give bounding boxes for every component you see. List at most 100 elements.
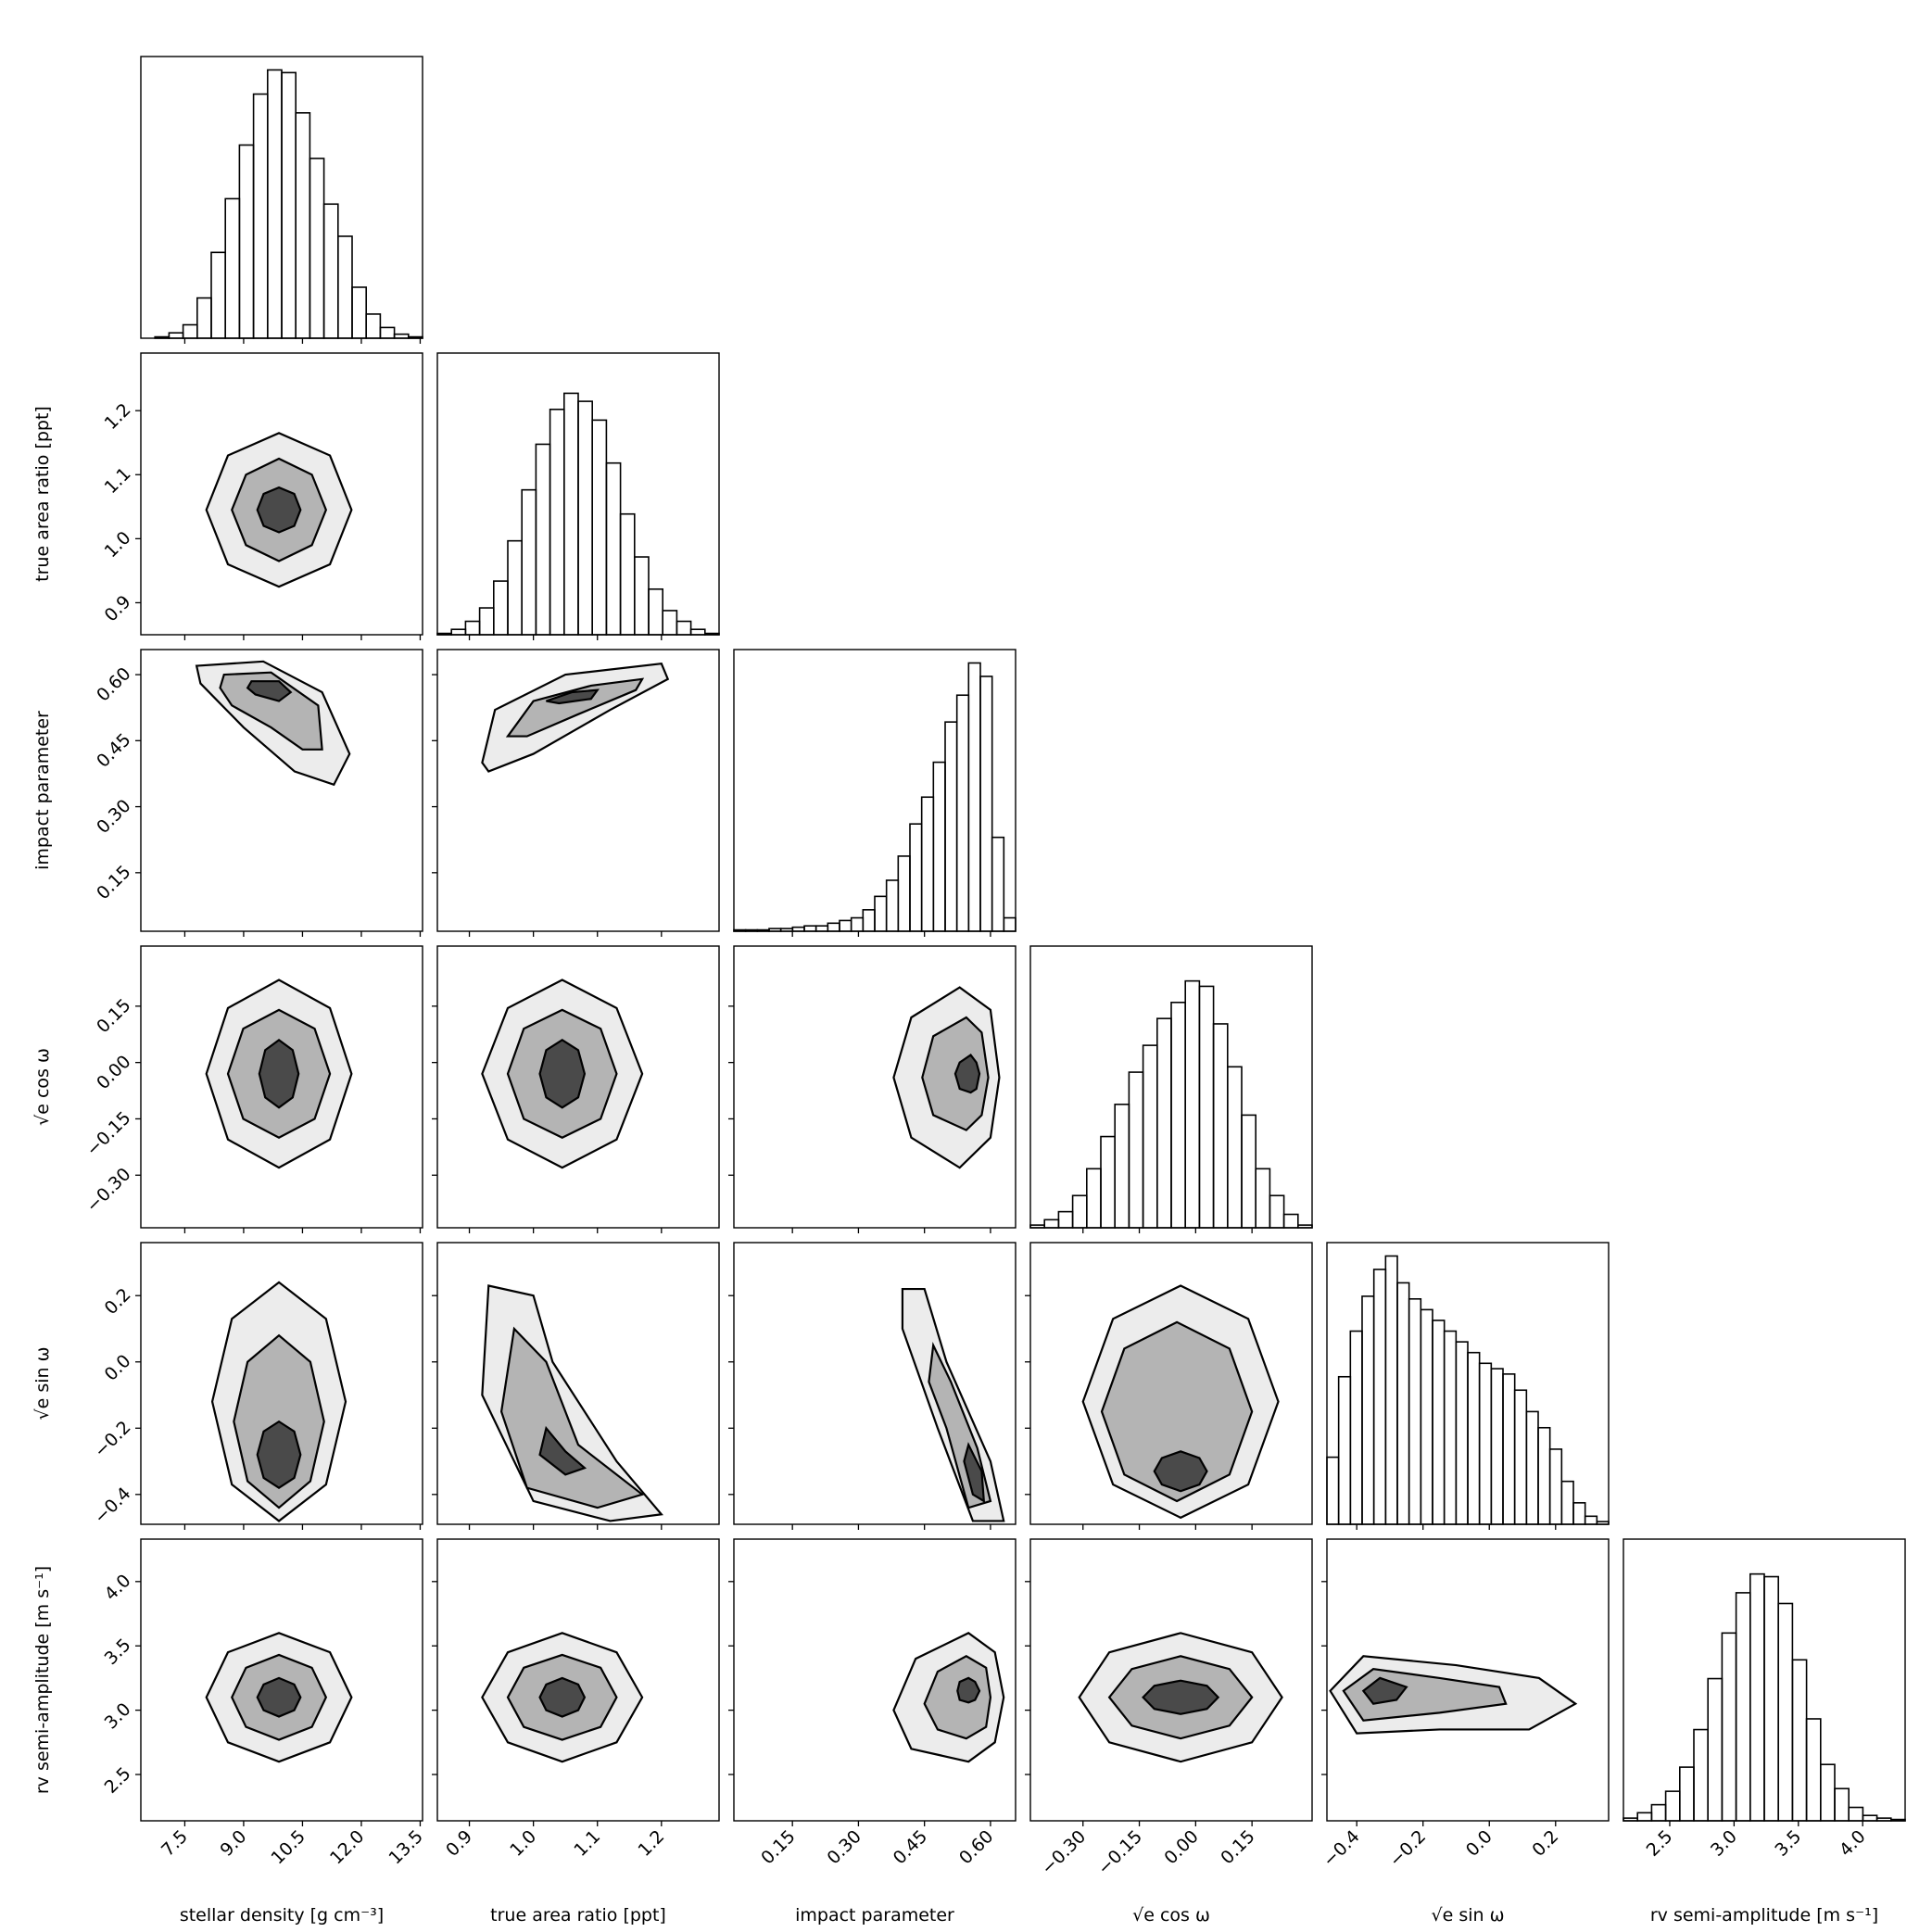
hist-bar	[1420, 1308, 1433, 1525]
x-tick-label: −0.30	[1038, 1826, 1091, 1879]
y-tick-label: 3.0	[101, 1699, 135, 1734]
y-tick-label: 0.2	[101, 1284, 135, 1319]
panel	[205, 432, 353, 588]
hist-bar	[1455, 1341, 1469, 1525]
y-tick-label: 0.60	[93, 663, 134, 705]
panel	[1329, 1655, 1578, 1735]
panel-frame	[733, 1538, 1017, 1822]
panel-frame	[140, 1538, 423, 1822]
hist-bar	[1212, 1023, 1229, 1229]
contour	[923, 1655, 992, 1740]
y-tick-label: 0.30	[93, 796, 134, 838]
x-axis-label: √e sin ω	[1431, 1905, 1504, 1926]
x-axis-label: true area ratio [ppt]	[490, 1905, 666, 1926]
hist-bar	[210, 251, 226, 339]
hist-bar	[521, 488, 537, 636]
contour	[256, 486, 302, 534]
panel	[195, 660, 351, 787]
contour	[219, 671, 323, 751]
hist-bar	[365, 313, 382, 339]
hist-bar	[450, 628, 467, 636]
y-axis-label: rv semi-amplitude [m s⁻¹]	[32, 1566, 53, 1794]
hist-bar	[1100, 1135, 1116, 1229]
x-tick-label: 13.5	[385, 1826, 427, 1868]
panel-frame	[1623, 1538, 1906, 1822]
panel-frame	[436, 1242, 720, 1525]
hist-bar	[507, 539, 523, 636]
hist-bar	[182, 323, 198, 339]
hist-bar	[1372, 1269, 1387, 1525]
hist-bar	[1777, 1602, 1794, 1822]
y-tick-label: −0.15	[82, 1107, 135, 1160]
hist-bar	[1349, 1330, 1363, 1525]
panel-frame	[140, 945, 423, 1229]
hist-bar	[1560, 1480, 1574, 1525]
hist-bar	[379, 326, 396, 339]
panel	[892, 986, 1001, 1169]
y-tick-label: 0.0	[101, 1351, 135, 1385]
y-tick-label: −0.30	[82, 1164, 135, 1217]
hist-bar	[619, 512, 636, 636]
hist-bar	[1525, 1410, 1539, 1525]
panel-frame	[1029, 945, 1313, 1229]
hist-bar	[1584, 1515, 1598, 1525]
hist-bar	[1443, 1330, 1458, 1525]
y-axis-label: √e sin ω	[32, 1346, 53, 1420]
hist-bar	[676, 620, 692, 636]
panel	[481, 1284, 663, 1522]
hist-bar	[1227, 1066, 1243, 1229]
y-tick-label: 1.2	[101, 399, 135, 434]
hist-bar	[932, 761, 946, 932]
hist-bar	[1156, 1017, 1172, 1229]
contour	[953, 1054, 981, 1094]
hist-bar	[1057, 1210, 1074, 1229]
y-tick-label: −0.2	[90, 1417, 134, 1461]
contour	[505, 677, 645, 738]
hist-bar	[535, 443, 551, 636]
contour	[956, 1676, 981, 1704]
hist-bar	[689, 628, 706, 636]
panel-frame	[1029, 1538, 1313, 1822]
hist-bar	[1114, 1104, 1130, 1229]
x-tick-label: 10.5	[267, 1826, 309, 1868]
x-tick-label: 0.0	[1462, 1826, 1496, 1861]
hist-bar	[920, 796, 935, 932]
panel-frame	[733, 649, 1017, 932]
contour	[538, 1039, 587, 1109]
hist-bar	[252, 93, 269, 339]
hist-bar	[1548, 1448, 1563, 1525]
hist-bar	[478, 607, 495, 636]
x-tick-label: 7.5	[158, 1826, 192, 1861]
hist-bar	[1664, 1790, 1681, 1822]
hist-bar	[1513, 1389, 1528, 1525]
panel-frame	[436, 649, 720, 932]
x-tick-label: −0.15	[1093, 1826, 1146, 1879]
hist-bar	[1432, 1320, 1446, 1525]
y-tick-label: 2.5	[101, 1763, 135, 1798]
panel-frame	[436, 352, 720, 636]
x-tick-label: 0.60	[955, 1826, 997, 1868]
hist-bar	[1502, 1373, 1516, 1525]
x-tick-label: 0.30	[823, 1826, 865, 1868]
y-tick-label: 3.5	[101, 1635, 135, 1669]
x-tick-label: −0.4	[1320, 1826, 1364, 1871]
hist-bar	[1848, 1806, 1864, 1822]
hist-bar	[1490, 1368, 1504, 1525]
hist-bar	[633, 556, 650, 636]
hist-bar	[1693, 1728, 1709, 1822]
x-tick-label: 0.00	[1160, 1826, 1202, 1868]
hist-bar	[1269, 1194, 1285, 1229]
hist-bar	[897, 855, 911, 932]
y-tick-label: 4.0	[101, 1571, 135, 1605]
contour	[1361, 1676, 1408, 1705]
hist-bar	[1478, 1362, 1493, 1525]
x-tick-label: 0.9	[442, 1826, 476, 1861]
y-tick-label: −0.4	[90, 1484, 134, 1528]
hist-bar	[266, 69, 283, 339]
hist-bar	[492, 580, 509, 636]
hist-bar	[591, 419, 608, 636]
contour	[256, 1420, 302, 1489]
x-tick-label: 0.15	[1217, 1826, 1258, 1868]
panel	[481, 663, 670, 773]
y-tick-label: 0.15	[93, 995, 134, 1037]
